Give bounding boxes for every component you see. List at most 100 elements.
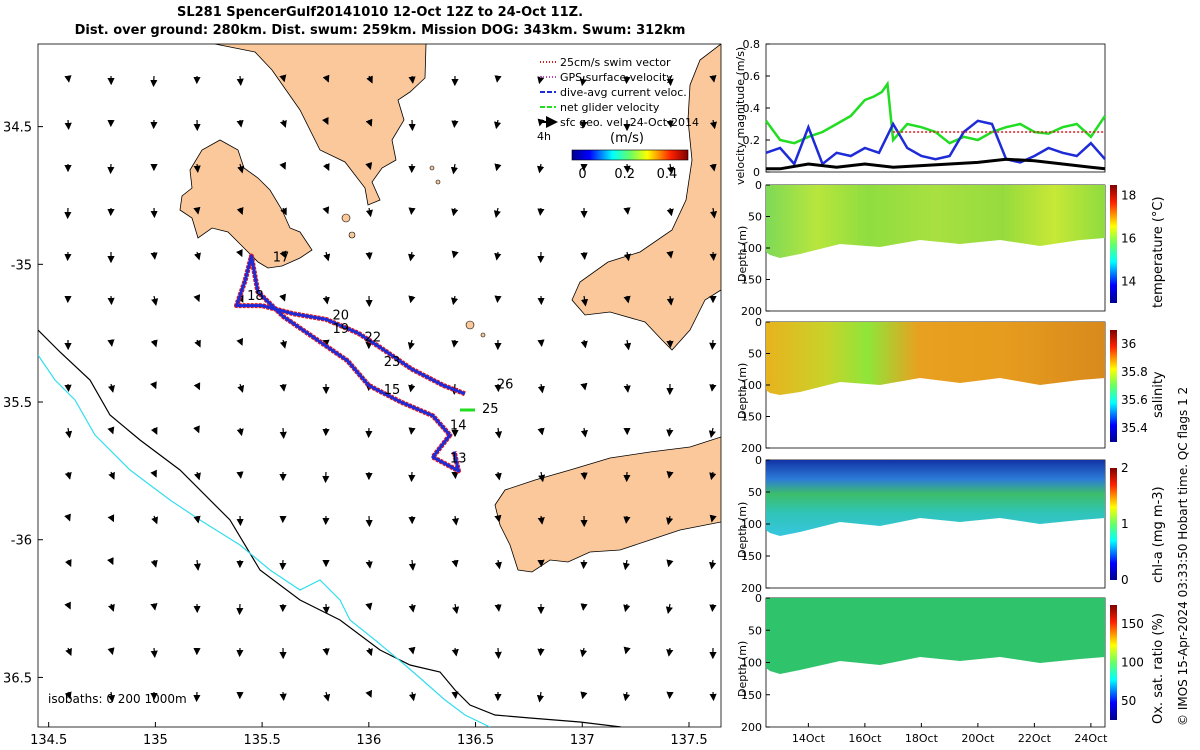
- velocity-arrow: [365, 162, 373, 170]
- velocity-arrow: [622, 559, 630, 571]
- velocity-arrow: [623, 603, 631, 613]
- velocity-arrow: [537, 383, 545, 394]
- glider-track-blue: [234, 254, 466, 473]
- date-tick-label: 16Oct: [848, 732, 882, 745]
- map-x-tick-label: 137: [570, 733, 595, 748]
- legend-label: GPS surface velocity: [560, 71, 673, 84]
- velocity-arrow: [451, 207, 459, 217]
- velocity-arrow: [365, 559, 373, 569]
- velocity-arrow: [193, 206, 201, 215]
- velocity-arrow: [494, 427, 503, 439]
- depth-tick-label: 150: [741, 274, 762, 287]
- velocity-arrow: [107, 647, 115, 656]
- velocity-arrow: [108, 471, 115, 480]
- velocity-arrow: [623, 646, 631, 655]
- colorbar-tick-label: 18: [1121, 189, 1136, 203]
- velocity-arrow: [193, 294, 201, 303]
- velocity-arrow: [623, 295, 631, 304]
- velocity-arrow: [538, 471, 546, 483]
- velocity-arrow: [151, 295, 159, 306]
- depth-tick-label: 0: [755, 316, 762, 329]
- velocity-arrow: [236, 249, 243, 258]
- legend-label: dive-avg current veloc.: [560, 86, 687, 99]
- velocity-arrow: [494, 514, 502, 523]
- velocity-arrow: [236, 75, 244, 87]
- map-y-tick-label: -35: [11, 258, 32, 273]
- velocity-y-tick-label: 0.2: [743, 134, 761, 147]
- depth-tick-label: 200: [741, 442, 762, 455]
- velocity-series-line: [766, 157, 1106, 171]
- day-label: 14: [450, 419, 467, 434]
- velocity-arrow: [322, 162, 330, 172]
- velocity-arrow: [408, 383, 416, 393]
- chlorophyll-ylabel: Depth (m): [736, 501, 749, 558]
- map-colorbar-tick-label: 0.4: [657, 167, 678, 182]
- velocity-arrow: [666, 427, 674, 437]
- velocity-arrow: [279, 161, 286, 170]
- colorbar-tick-label: 50: [1121, 694, 1136, 708]
- velocity-arrow: [666, 559, 674, 568]
- velocity-arrow: [407, 339, 415, 350]
- depth-tick-label: 150: [741, 550, 762, 563]
- figure-title-line1: SL281 SpencerGulf20141010 12-Oct 12Z to …: [176, 5, 584, 20]
- velocity-arrow: [408, 427, 416, 435]
- velocity-arrow: [537, 647, 545, 657]
- velocity-arrow: [709, 74, 717, 83]
- day-label: 26: [497, 377, 514, 392]
- velocity-arrow: [150, 339, 158, 348]
- colorbar-tick-label: 35.6: [1121, 393, 1148, 407]
- velocity-arrow: [623, 163, 631, 174]
- velocity-arrow: [451, 339, 459, 348]
- velocity-arrow: [709, 603, 717, 613]
- velocity-arrow: [236, 206, 244, 215]
- temperature-ylabel: Depth (m): [736, 225, 749, 282]
- velocity-arrow: [408, 603, 416, 613]
- velocity-arrow: [623, 515, 631, 524]
- velocity-arrow: [107, 603, 115, 612]
- legend-label: 25cm/s swim vector: [560, 56, 671, 69]
- velocity-arrow: [150, 647, 158, 658]
- velocity-arrow: [322, 647, 330, 656]
- velocity-arrow: [623, 383, 631, 393]
- velocity-arrow: [580, 471, 588, 480]
- map-y-ticks: 34.5 -35 35.5 -36 36.5: [3, 121, 43, 686]
- velocity-arrow: [150, 602, 158, 611]
- velocity-arrow: [150, 251, 158, 260]
- map-colorbar-tick-label: 0: [578, 167, 586, 182]
- velocity-arrow: [709, 163, 717, 172]
- map-x-tick-label: 136: [356, 733, 381, 748]
- velocity-arrow: [666, 471, 674, 479]
- velocity-arrow: [150, 469, 157, 478]
- velocity-arrow: [150, 559, 158, 568]
- depth-tick-label: 0: [755, 592, 762, 605]
- velocity-arrow: [236, 119, 244, 128]
- velocity-arrow: [408, 691, 416, 702]
- depth-tick-label: 200: [741, 305, 762, 318]
- velocity-arrow: [709, 251, 717, 262]
- day-label: 20: [333, 308, 350, 323]
- legend-label: sfc geo. vel. 24-Oct-2014: [560, 116, 699, 129]
- depth-tick-label: 100: [741, 242, 762, 255]
- day-label: 15: [384, 383, 401, 398]
- velocity-arrow: [580, 647, 588, 658]
- colorbar-tick-label: 36: [1121, 337, 1136, 351]
- velocity-arrow: [537, 163, 545, 174]
- velocity-arrow: [279, 293, 286, 302]
- velocity-arrow: [493, 207, 501, 218]
- velocity-arrow: [536, 691, 545, 703]
- velocity-arrow: [537, 207, 545, 216]
- surface-velocity-arrows: [64, 74, 718, 703]
- map-colorbar: [571, 149, 689, 161]
- velocity-arrow: [193, 251, 201, 261]
- velocity-arrow: [107, 295, 115, 306]
- velocity-arrow: [64, 691, 72, 700]
- oxygen-panel: [765, 597, 1117, 728]
- velocity-arrow: [709, 383, 717, 392]
- map-y-tick-label: 35.5: [3, 396, 32, 411]
- velocity-arrow: [451, 647, 459, 657]
- velocity-arrow: [580, 119, 588, 129]
- depth-tick-label: 100: [741, 518, 762, 531]
- velocity-arrow: [709, 119, 717, 130]
- velocity-arrow: [279, 427, 287, 440]
- velocity-arrow: [709, 514, 717, 523]
